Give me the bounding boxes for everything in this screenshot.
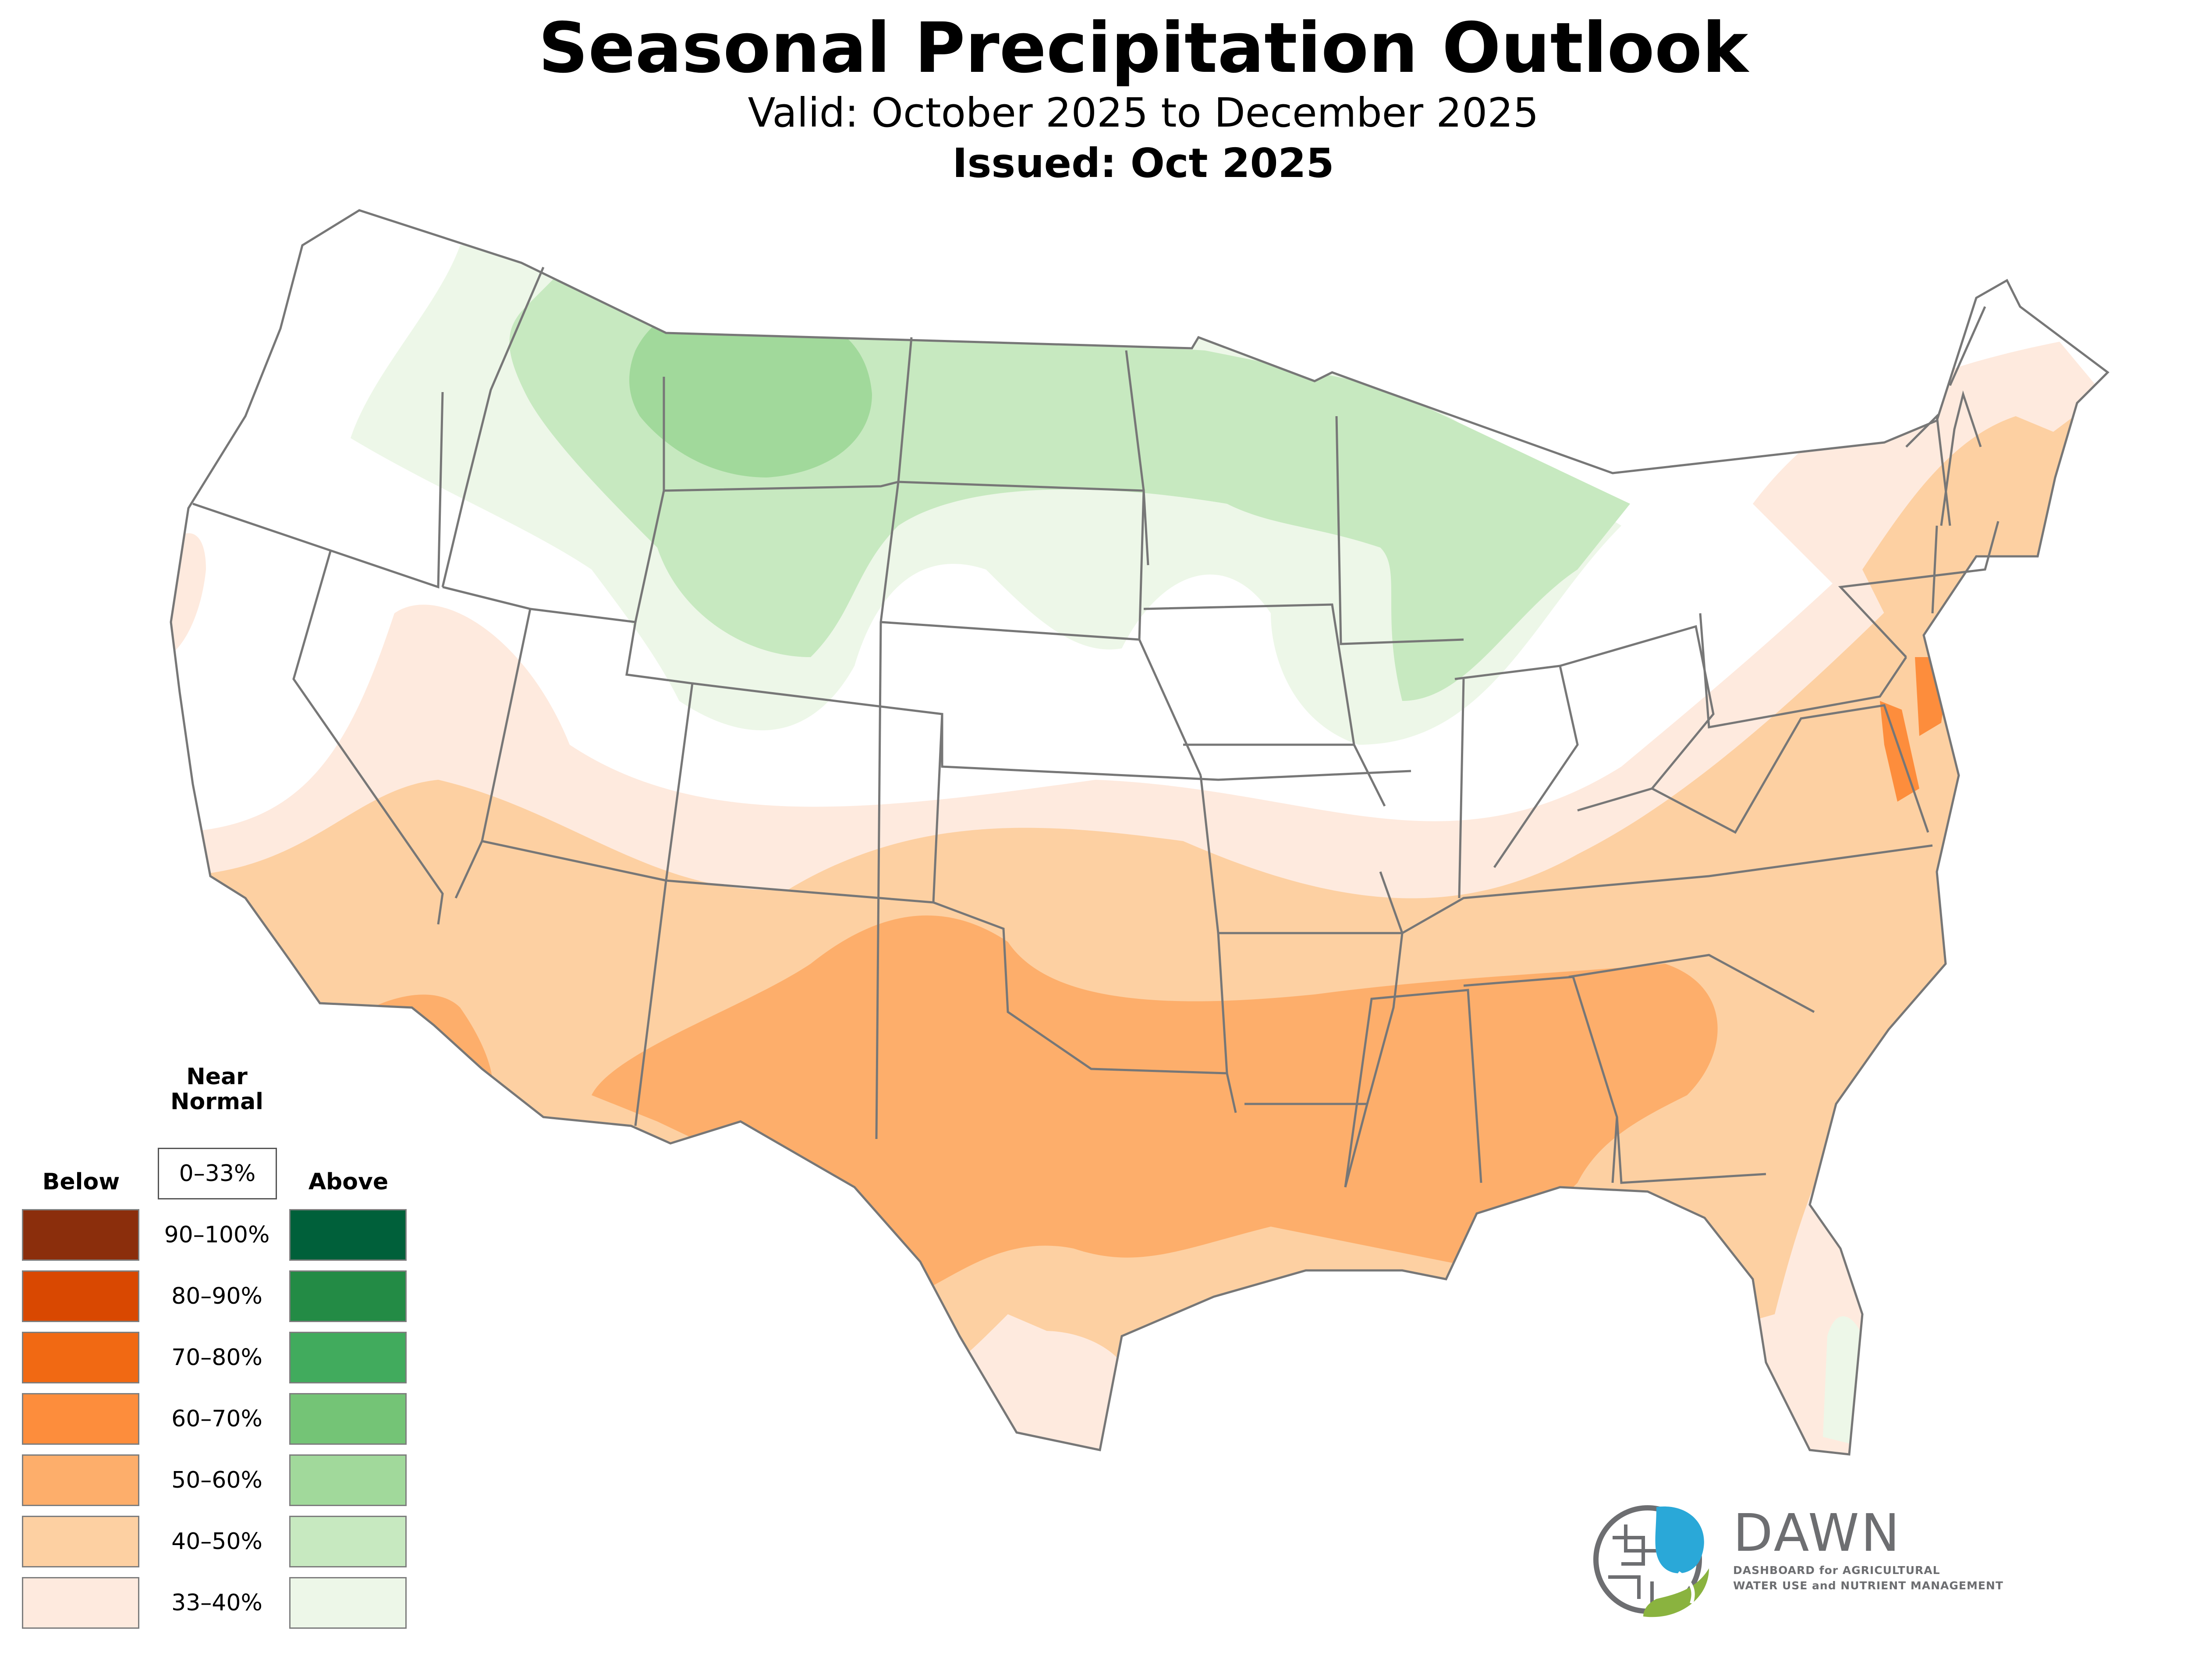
legend-above-heading: Above bbox=[308, 1169, 389, 1195]
dawn-tagline-2: WATER USE and NUTRIENT MANAGEMENT bbox=[1733, 1579, 2003, 1592]
below-33-40-texas-coast bbox=[1008, 1331, 1117, 1454]
issued-date: Issued: Oct 2025 bbox=[952, 140, 1334, 187]
legend-near-normal-range: 0–33% bbox=[158, 1148, 277, 1199]
legend-range-label: 80–90% bbox=[171, 1283, 262, 1309]
above-swatch bbox=[289, 1209, 407, 1261]
legend-normal-label: Normal bbox=[170, 1089, 263, 1115]
below-swatch bbox=[22, 1209, 139, 1261]
dawn-logo-name: DAWN bbox=[1733, 1503, 1902, 1563]
legend-range-label: 90–100% bbox=[164, 1222, 270, 1248]
below-swatch bbox=[22, 1332, 139, 1383]
legend-near-normal-heading: Near Normal bbox=[158, 1064, 276, 1115]
below-swatch bbox=[22, 1516, 139, 1567]
legend-range-label: 40–50% bbox=[171, 1528, 262, 1555]
legend-range-label: 50–60% bbox=[171, 1467, 262, 1493]
legend-near-label: Near bbox=[186, 1064, 248, 1090]
below-33-40-northeast bbox=[1753, 342, 2103, 591]
dawn-tagline-1: DASHBOARD for AGRICULTURAL bbox=[1733, 1564, 1940, 1577]
below-swatch bbox=[22, 1270, 139, 1322]
above-swatch bbox=[289, 1577, 407, 1629]
dawn-logo-icon bbox=[1593, 1505, 1709, 1617]
legend-range-label: 33–40% bbox=[171, 1590, 262, 1616]
below-swatch bbox=[22, 1577, 139, 1629]
above-swatch bbox=[289, 1516, 407, 1567]
legend-range-label: 70–80% bbox=[171, 1344, 262, 1371]
legend-below-heading: Below bbox=[42, 1169, 120, 1195]
page-title: Seasonal Precipitation Outlook bbox=[538, 8, 1748, 88]
above-swatch bbox=[289, 1332, 407, 1383]
state-borders bbox=[171, 210, 2108, 1454]
above-swatch bbox=[289, 1454, 407, 1506]
above-swatch bbox=[289, 1270, 407, 1322]
valid-period: Valid: October 2025 to December 2025 bbox=[748, 89, 1539, 136]
below-swatch bbox=[22, 1393, 139, 1445]
below-50-60-band bbox=[592, 915, 1718, 1292]
below-swatch bbox=[22, 1454, 139, 1506]
above-50-60-montana bbox=[629, 304, 872, 477]
above-swatch bbox=[289, 1393, 407, 1445]
legend-range-label: 60–70% bbox=[171, 1406, 262, 1432]
